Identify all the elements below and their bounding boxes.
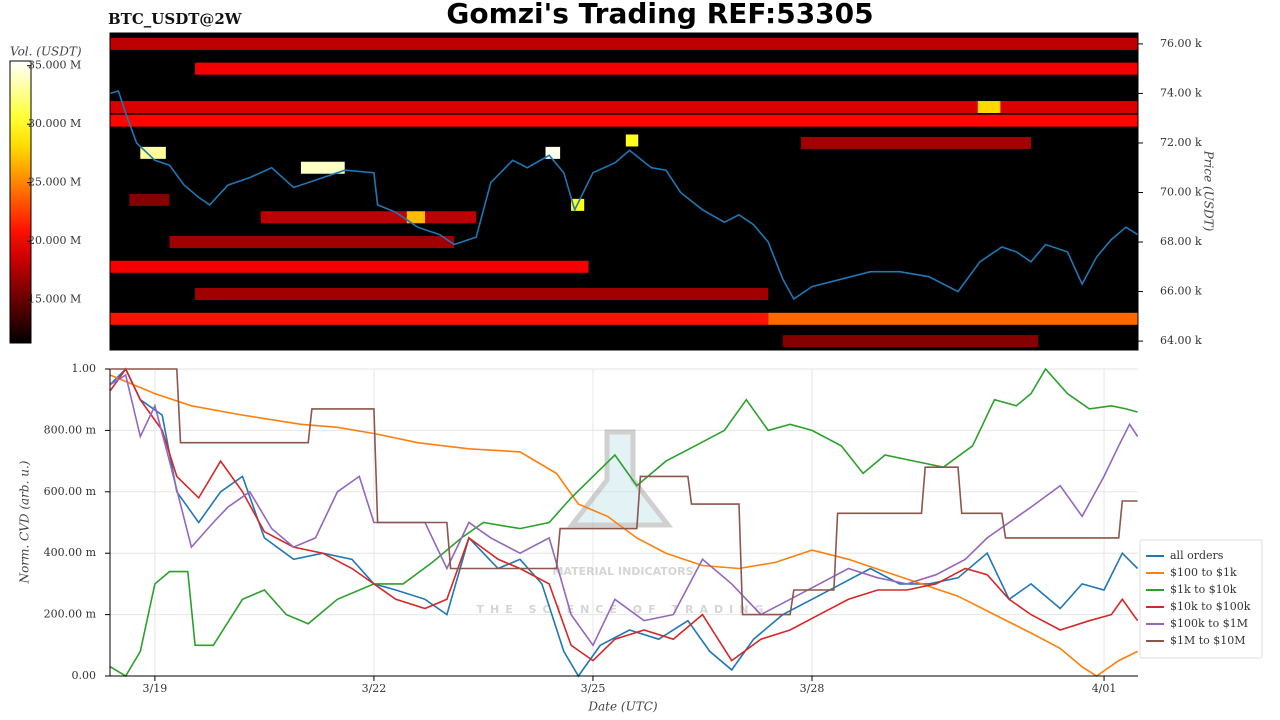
plot-frame	[109, 32, 1139, 351]
heat-cell	[110, 101, 1138, 114]
colorbar-tick-label: 25.000 M	[28, 176, 81, 189]
heat-cell	[129, 193, 170, 206]
y2-tick-label: 64.00 k	[1160, 334, 1202, 347]
y-tick-label: 1.00	[72, 362, 97, 375]
chart-title: Gomzi's Trading REF:53305	[446, 0, 873, 30]
watermark: THE SCIENCE OF TRADING	[477, 603, 770, 616]
heat-cell	[300, 161, 345, 174]
heat-cell	[140, 146, 166, 159]
y-tick-label: 200.00 m	[44, 608, 97, 621]
y2-tick-label: 70.00 k	[1160, 185, 1202, 198]
watermark: MATERIAL INDICATORS	[552, 565, 693, 578]
heat-cell	[110, 260, 589, 273]
legend-label: all orders	[1170, 549, 1224, 562]
colorbar-tick-label: 20.000 M	[28, 234, 81, 247]
legend-label: $1M to $10M	[1170, 634, 1246, 647]
colorbar-tick-label: 35.000 M	[28, 59, 81, 72]
legend-label: $10k to $100k	[1170, 600, 1251, 613]
plot-background	[110, 33, 1138, 350]
series-line	[109, 367, 1139, 662]
legend-box	[1139, 539, 1263, 659]
heat-cell	[110, 114, 1138, 127]
heat-cell	[977, 101, 1001, 114]
y2-tick-label: 76.00 k	[1160, 37, 1202, 50]
heat-cell	[195, 62, 1139, 75]
legend-label: $100 to $1k	[1170, 566, 1237, 579]
y-tick-label: 600.00 m	[44, 485, 97, 498]
series-line	[110, 374, 1138, 677]
y2-tick-label: 72.00 k	[1160, 136, 1202, 149]
x-tick-label: 4/01	[1092, 682, 1117, 695]
legend-label: $100k to $1M	[1170, 617, 1248, 630]
series-line	[109, 367, 1139, 678]
legend-label: $1k to $10k	[1170, 583, 1237, 596]
x-tick-label: 3/25	[581, 682, 606, 695]
series-line	[110, 368, 1138, 616]
heat-cell	[406, 211, 426, 224]
series-line	[109, 367, 1138, 678]
x-tick-label: 3/19	[143, 682, 168, 695]
colorbar-tick-label: 15.000 M	[28, 293, 81, 306]
y-axis-label: Norm. CVD (arb. u.)	[18, 460, 32, 584]
colorbar	[9, 60, 32, 344]
colorbar-tick-label: 30.000 M	[28, 117, 81, 130]
price-line	[110, 90, 1139, 301]
y2-axis-label: Price (USDT)	[1202, 150, 1216, 232]
heat-cell	[801, 136, 1032, 149]
y2-tick-label: 74.00 k	[1160, 86, 1202, 99]
heat-cell	[625, 134, 639, 147]
y-tick-label: 0.00	[72, 669, 97, 682]
x-axis-label: Date (UTC)	[587, 700, 657, 714]
x-tick-label: 3/22	[362, 682, 387, 695]
x-tick-label: 3/28	[800, 682, 825, 695]
y-tick-label: 800.00 m	[44, 423, 97, 436]
chart-subtitle: BTC_USDT@2W	[108, 10, 243, 28]
y-tick-label: 400.00 m	[44, 546, 97, 559]
y2-tick-label: 66.00 k	[1160, 285, 1202, 298]
heat-cell	[169, 236, 455, 249]
heat-cell	[768, 312, 1138, 325]
heat-cell	[110, 312, 769, 325]
heat-cell	[195, 288, 769, 301]
watermark-flask	[566, 429, 674, 528]
heat-cell	[260, 211, 477, 224]
heat-cell	[110, 37, 1138, 50]
y2-tick-label: 68.00 k	[1160, 235, 1202, 248]
heat-cell	[782, 335, 1039, 348]
series-line	[109, 373, 1139, 647]
colorbar-label: Vol. (USDT)	[10, 45, 82, 59]
